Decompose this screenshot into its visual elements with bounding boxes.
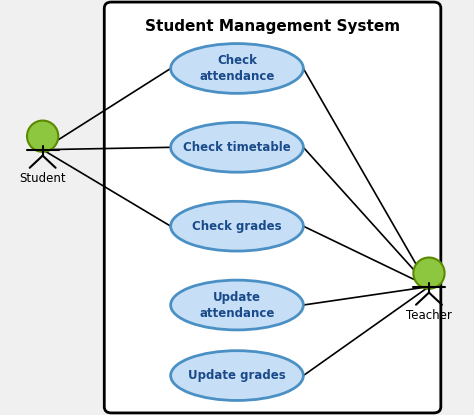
Text: Check
attendance: Check attendance bbox=[199, 54, 275, 83]
Ellipse shape bbox=[171, 201, 303, 251]
Text: Check timetable: Check timetable bbox=[183, 141, 291, 154]
Ellipse shape bbox=[413, 258, 445, 289]
Ellipse shape bbox=[27, 121, 58, 152]
FancyBboxPatch shape bbox=[104, 2, 441, 413]
Text: Update grades: Update grades bbox=[188, 369, 286, 382]
Ellipse shape bbox=[171, 44, 303, 93]
Ellipse shape bbox=[171, 280, 303, 330]
Text: Student: Student bbox=[19, 172, 66, 185]
Ellipse shape bbox=[171, 351, 303, 400]
Ellipse shape bbox=[171, 122, 303, 172]
Text: Student Management System: Student Management System bbox=[145, 20, 400, 34]
Text: Teacher: Teacher bbox=[406, 309, 452, 322]
Text: Update
attendance: Update attendance bbox=[199, 290, 275, 320]
Text: Check grades: Check grades bbox=[192, 220, 282, 233]
